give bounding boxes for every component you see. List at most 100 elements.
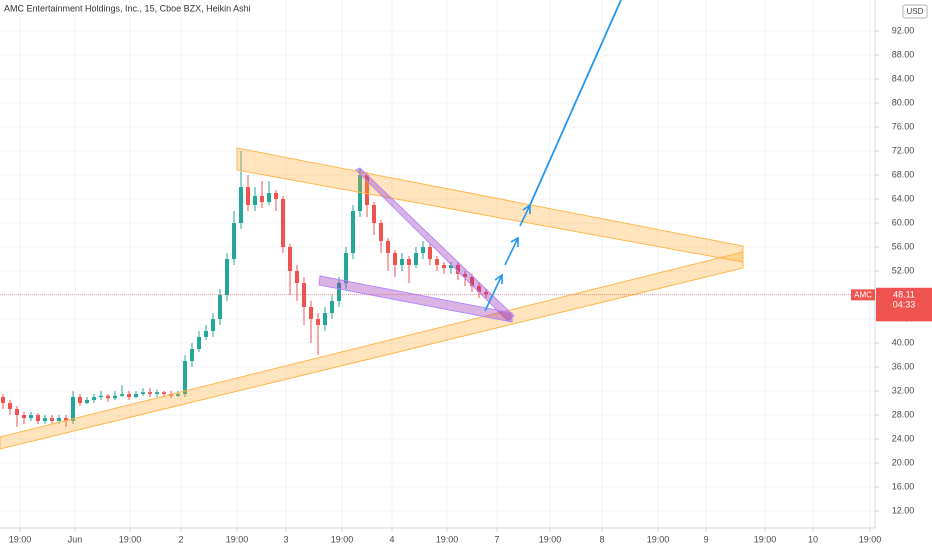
y-tick-label: 32.00 xyxy=(892,385,915,395)
candle-body xyxy=(400,259,405,266)
candle-body xyxy=(36,415,41,422)
candle-body xyxy=(302,283,307,308)
candle-body xyxy=(351,211,356,254)
candles xyxy=(1,151,489,428)
y-tick-label: 52.00 xyxy=(892,265,915,275)
candle-body xyxy=(372,205,377,224)
wedge-upper xyxy=(355,167,515,322)
candle-body xyxy=(134,394,139,398)
candle-body xyxy=(85,400,90,404)
candle-body xyxy=(50,418,55,422)
candle-body xyxy=(106,395,111,399)
lower-channel xyxy=(0,251,744,450)
symbol-label: AMC xyxy=(854,290,872,299)
candle-body xyxy=(190,349,195,362)
x-tick-label: 19:00 xyxy=(119,534,142,544)
candle-body xyxy=(155,392,160,395)
y-tick-label: 20.00 xyxy=(892,457,915,467)
candle-body xyxy=(176,394,181,396)
candle-body xyxy=(379,223,384,242)
candle-body xyxy=(204,331,209,338)
candle-body xyxy=(127,394,132,398)
x-tick-label: 19:00 xyxy=(539,534,562,544)
candle-body xyxy=(428,247,433,260)
candle-body xyxy=(407,259,412,266)
last-price-label: 48.11 xyxy=(893,290,915,300)
x-tick-label: 19:00 xyxy=(226,534,249,544)
candle-body xyxy=(260,196,265,203)
candle-body xyxy=(8,403,13,410)
candle-body xyxy=(92,397,97,401)
candle-body xyxy=(456,265,461,275)
candle-body xyxy=(442,265,447,269)
x-tick-label: 9 xyxy=(704,534,709,544)
x-tick-label: 10 xyxy=(808,534,818,544)
candle-body xyxy=(71,397,76,422)
candle-body xyxy=(435,259,440,266)
x-tick-label: 8 xyxy=(599,534,604,544)
y-tick-label: 72.00 xyxy=(892,145,915,155)
x-tick-label: 7 xyxy=(494,534,499,544)
x-tick-label: 19:00 xyxy=(647,534,670,544)
candle-body xyxy=(225,259,230,296)
chart-title: AMC Entertainment Holdings, Inc., 15, Cb… xyxy=(4,3,251,13)
candle-body xyxy=(393,253,398,266)
x-tick-label: 19:00 xyxy=(859,534,882,544)
candle-body xyxy=(218,295,223,320)
wedge-lower xyxy=(318,275,513,323)
candle-body xyxy=(57,418,62,422)
candle-body xyxy=(162,392,167,395)
candle-body xyxy=(309,307,314,320)
candle-body xyxy=(323,313,328,326)
candle-body xyxy=(449,265,454,269)
x-tick-label: 3 xyxy=(284,534,289,544)
candle-body xyxy=(78,397,83,404)
x-tick-label: 4 xyxy=(389,534,394,544)
y-tick-label: 64.00 xyxy=(892,193,915,203)
candle-body xyxy=(22,415,27,419)
candle-body xyxy=(337,283,342,302)
x-tick-label: 19:00 xyxy=(754,534,777,544)
candle-body xyxy=(288,247,293,272)
currency-badge xyxy=(902,4,928,19)
candle-body xyxy=(414,253,419,266)
y-tick-label: 16.00 xyxy=(892,481,915,491)
candle-body xyxy=(113,395,118,399)
x-tick-label: Jun xyxy=(68,534,83,544)
candle-body xyxy=(484,292,489,295)
price-badge xyxy=(876,299,932,322)
candle-body xyxy=(120,394,125,396)
y-tick-label: 12.00 xyxy=(892,505,915,515)
y-tick-label: 60.00 xyxy=(892,217,915,227)
candle-body xyxy=(295,271,300,284)
candle-body xyxy=(421,247,426,254)
candle-body xyxy=(330,301,335,314)
candle-body xyxy=(386,241,391,254)
drawings xyxy=(0,0,744,450)
candle-body xyxy=(99,395,104,398)
y-tick-label: 24.00 xyxy=(892,433,915,443)
y-tick-label: 40.00 xyxy=(892,337,915,347)
candle-body xyxy=(365,175,370,206)
candle-body xyxy=(358,175,363,212)
candle-body xyxy=(274,193,279,200)
axes: 12.00 16.00 20.00 24.00 28.00 32.00 36.00 40.00… xyxy=(0,0,914,544)
y-tick-label: 76.00 xyxy=(892,121,915,131)
candle-body xyxy=(316,319,321,326)
candle-body xyxy=(281,199,286,248)
candle-body xyxy=(253,196,258,206)
candle-body xyxy=(1,397,6,404)
price-badge-top xyxy=(876,289,932,301)
x-tick-label: 19:00 xyxy=(331,534,354,544)
candle-body xyxy=(470,277,475,287)
candle-body xyxy=(246,187,251,206)
candle-body xyxy=(15,409,20,416)
x-tick-label: 19:00 xyxy=(9,534,32,544)
y-tick-label: 28.00 xyxy=(892,409,915,419)
symbol-badge xyxy=(851,289,875,301)
y-tick-label: 68.00 xyxy=(892,169,915,179)
countdown-label: 04:33 xyxy=(893,300,916,310)
candle-body xyxy=(344,253,349,284)
candle-body xyxy=(197,337,202,350)
